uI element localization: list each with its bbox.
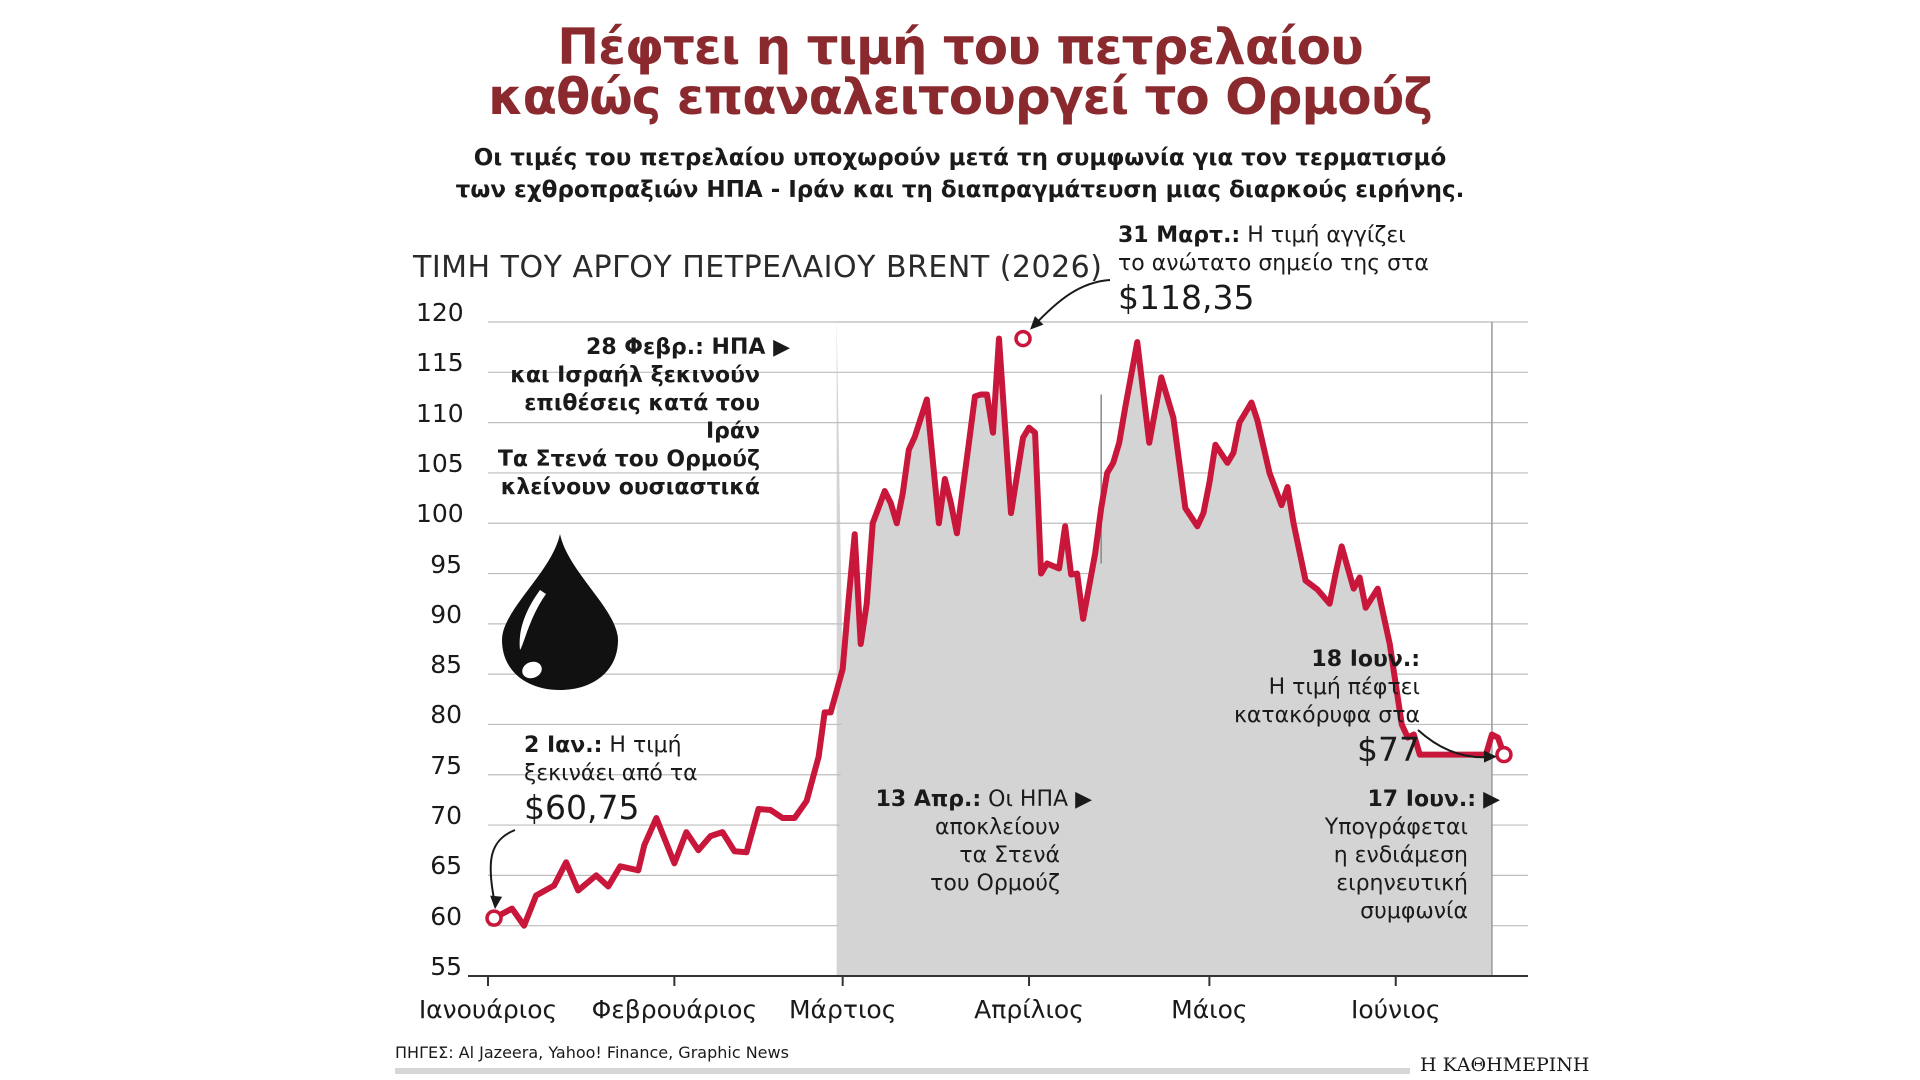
annotation-feb28: 28 Φεβρ.: ΗΠΑ ▶ και Ισραήλ ξεκινούν επιθ… — [480, 334, 790, 502]
series-line-layer — [491, 335, 1507, 929]
headline-line-2: καθώς επαναλειτουργεί το Ορμούζ — [488, 68, 1433, 126]
price-area — [836, 338, 1492, 976]
headline-line-1: Πέφτει η τιμή του πετρελαίου — [557, 18, 1364, 76]
y-tick-label: 65 — [430, 851, 462, 881]
source-note: ΠΗΓΕΣ: Al Jazeera, Yahoo! Finance, Graph… — [395, 1043, 789, 1062]
annotation-jun18: 18 Ιουν.: Η τιμή πέφτει κατακόρυφα στα $… — [1200, 646, 1420, 770]
footer-rule — [395, 1068, 1410, 1074]
annotation-mar31-text1: Η τιμή αγγίζει — [1240, 223, 1406, 248]
annotation-apr13-text4: του Ορμούζ — [930, 871, 1060, 896]
annotation-jun17-text3: ειρηνευτική — [1336, 871, 1468, 896]
point-jun18 — [1495, 745, 1513, 764]
annotation-jun17-text1: Υπογράφεται — [1324, 815, 1468, 840]
annotation-arrows — [489, 279, 1497, 910]
y-tick-label: 115 — [416, 348, 464, 378]
y-tick-label: 100 — [416, 499, 464, 529]
play-triangle-icon: ▶ — [1483, 787, 1500, 812]
annotation-mar31-date: 31 Μαρτ.: — [1118, 223, 1241, 248]
annotation-jun17-text2: η ενδιάμεση — [1333, 843, 1468, 868]
subheadline-line-1: Οι τιμές του πετρελαίου υποχωρούν μετά τ… — [473, 145, 1447, 171]
x-tick-label: Μάιος — [1171, 995, 1248, 1024]
y-tick-label: 110 — [416, 398, 464, 428]
x-tick-label: Ιανουάριος — [418, 995, 558, 1024]
annotation-jun17: 17 Ιουν.: ▶ Υπογράφεται η ενδιάμεση ειρη… — [1260, 786, 1500, 926]
annotation-mar31-text2: το ανώτατο σημείο της στα — [1118, 251, 1429, 276]
annotation-jun18-text1: Η τιμή πέφτει — [1268, 675, 1420, 700]
reference-lines — [1100, 322, 1493, 976]
annotation-jan2-value: $60,75 — [524, 788, 640, 827]
annotation-jan2-date: 2 Ιαν.: — [524, 733, 603, 758]
curved-arrow-icon-head — [1030, 316, 1044, 330]
x-tick-label: Ιούνιος — [1350, 995, 1441, 1024]
x-tick-label: Απρίλιος — [974, 995, 1084, 1024]
oil-drop-icon — [502, 534, 618, 690]
play-triangle-icon: ▶ — [1075, 787, 1092, 812]
x-tick-label: Μάρτιος — [788, 995, 897, 1024]
annotation-jun17-date: 17 Ιουν.: — [1367, 787, 1477, 812]
annotation-apr13: 13 Απρ.: Οι ΗΠΑ ▶ αποκλείουν τα Στενά το… — [862, 786, 1092, 898]
annotation-feb28-line5: κλείνουν ουσιαστικά — [500, 475, 760, 500]
area-layer — [836, 321, 1492, 977]
curved-arrow-icon-head — [1483, 750, 1497, 763]
annotation-apr13-text1: Οι ΗΠΑ — [981, 787, 1069, 812]
area-mask — [836, 322, 1492, 755]
y-tick-label: 70 — [430, 801, 462, 831]
annotation-jun17-text4: συμφωνία — [1360, 899, 1468, 924]
y-tick-label: 55 — [430, 952, 462, 981]
annotation-feb28-line3: επιθέσεις κατά του Ιράν — [524, 391, 760, 444]
annotation-jan2-text1: Η τιμή — [602, 733, 682, 758]
chart-title: ΤΙΜΗ ΤΟΥ ΑΡΓΟΥ ΠΕΤΡΕΛΑΙΟΥ BRENT (2026) — [413, 250, 1103, 285]
annotation-jun18-text2: κατακόρυφα στα — [1233, 703, 1420, 728]
annotation-mar31-value: $118,35 — [1118, 278, 1255, 317]
play-triangle-icon: ▶ — [773, 335, 790, 360]
y-tick-label: 80 — [430, 700, 462, 730]
brent-price-line — [491, 335, 1507, 929]
annotation-mar31: 31 Μαρτ.: Η τιμή αγγίζει το ανώτατο σημε… — [1118, 222, 1429, 318]
annotation-apr13-text3: τα Στενά — [959, 843, 1060, 868]
y-tick-label: 90 — [430, 599, 462, 629]
annotation-feb28-line4: Τα Στενά του Ορμούζ — [497, 447, 760, 472]
y-tick-label: 75 — [430, 750, 462, 780]
annotation-apr13-date: 13 Απρ.: — [875, 787, 982, 812]
y-tick-label: 95 — [430, 549, 462, 579]
y-tick-label: 60 — [430, 901, 462, 931]
annotation-apr13-text2: αποκλείουν — [934, 815, 1060, 840]
curved-arrow-icon-head — [490, 895, 503, 910]
publisher-logo: Η ΚΑΘΗΜΕΡΙΝΗ — [1420, 1054, 1590, 1076]
annotation-feb28-line1-text: 28 Φεβρ.: ΗΠΑ — [586, 335, 766, 360]
y-tick-label: 105 — [416, 448, 464, 478]
highlight-points — [485, 329, 1513, 927]
subheadline-line-2: των εχθροπραξιών ΗΠΑ - Ιράν και τη διαπρ… — [455, 177, 1465, 203]
point-mar31 — [1014, 329, 1032, 348]
annotation-feb28-line2: και Ισραήλ ξεκινούν — [510, 363, 760, 388]
curved-arrow-icon — [1032, 279, 1111, 328]
y-tick-label: 120 — [416, 298, 464, 327]
curved-arrow-icon — [489, 829, 516, 905]
x-axis — [468, 975, 1528, 986]
annotation-feb28-line1: 28 Φεβρ.: ΗΠΑ ▶ — [480, 334, 790, 362]
annotation-jan2-text2: ξεκινάει από τα — [524, 761, 698, 786]
annotation-jun18-value: $77 — [1357, 730, 1420, 769]
annotation-jan2: 2 Ιαν.: Η τιμή ξεκινάει από τα $60,75 — [524, 732, 698, 828]
x-tick-label: Φεβρουάριος — [591, 995, 758, 1024]
point-jan2 — [485, 909, 503, 927]
annotation-jun18-date: 18 Ιουν.: — [1311, 647, 1420, 672]
y-tick-label: 85 — [430, 650, 462, 680]
